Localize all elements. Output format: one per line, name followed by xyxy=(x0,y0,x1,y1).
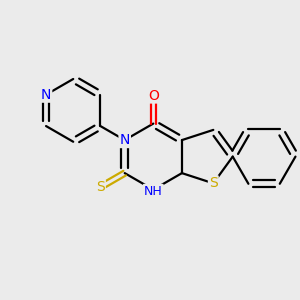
Text: N: N xyxy=(41,88,51,102)
Text: S: S xyxy=(209,176,218,190)
Text: O: O xyxy=(148,88,159,103)
Text: NH: NH xyxy=(144,185,163,198)
Text: N: N xyxy=(119,133,130,147)
Text: S: S xyxy=(96,180,105,194)
